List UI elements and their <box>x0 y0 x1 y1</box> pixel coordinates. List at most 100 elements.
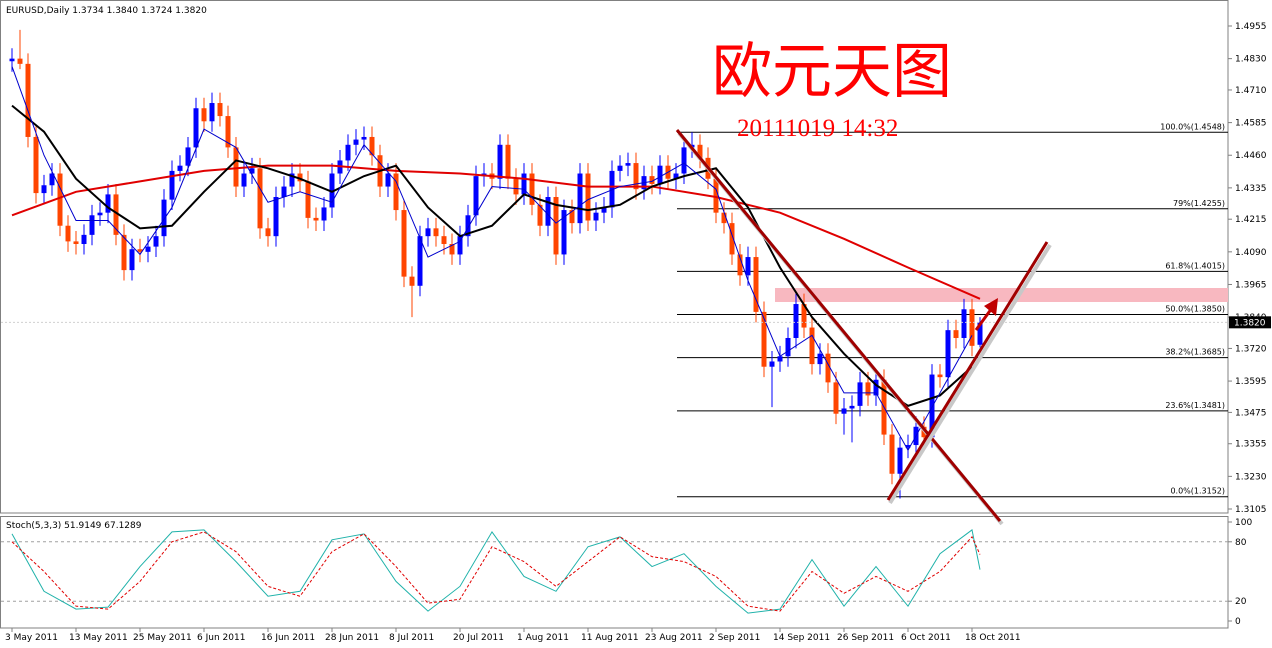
candle-body <box>353 139 359 145</box>
candle-body <box>801 304 807 328</box>
candle-body <box>697 144 703 158</box>
trend-line-shadow <box>888 243 1052 505</box>
y-tick-label: 80 <box>1235 538 1247 548</box>
candle-body <box>873 379 879 396</box>
x-tick-label: 20 Jul 2011 <box>453 633 504 643</box>
candle-body <box>113 194 119 235</box>
line <box>11 164 981 300</box>
chart-subtitle: 20111019 14:32 <box>737 115 898 142</box>
candle-body <box>561 210 567 255</box>
fib-label: 50.0%(1.3850) <box>1165 304 1225 313</box>
candle-body <box>425 228 431 237</box>
candle-body <box>321 207 327 221</box>
candle-body <box>25 63 31 137</box>
candle-body <box>97 212 103 216</box>
x-tick-label: 25 May 2011 <box>133 633 192 643</box>
x-tick-label: 1 Aug 2011 <box>517 633 569 643</box>
candle-body <box>273 197 279 237</box>
x-tick-label: 6 Oct 2011 <box>901 633 951 643</box>
candle-body <box>929 374 935 438</box>
x-tick-label: 26 Sep 2011 <box>837 633 894 643</box>
candle-body <box>385 173 391 187</box>
candle-body <box>585 173 591 221</box>
candle-body <box>305 181 311 218</box>
x-tick-label: 13 May 2011 <box>69 633 128 643</box>
candle-body <box>897 447 903 474</box>
y-tick-label: 1.3230 <box>1235 472 1267 482</box>
candle-body <box>225 116 231 148</box>
chart-title: 欧元天图 <box>712 37 952 107</box>
candle-body <box>65 225 71 242</box>
candle-body <box>625 163 631 166</box>
candle-body <box>721 212 727 224</box>
candle-body <box>169 170 175 200</box>
candle-body <box>857 382 863 406</box>
x-tick-label: 18 Oct 2011 <box>965 633 1021 643</box>
candle-body <box>177 165 183 171</box>
x-tick-label: 23 Aug 2011 <box>645 633 703 643</box>
y-tick-label: 1.4585 <box>1235 119 1267 129</box>
candle-body <box>961 309 967 338</box>
candle-body <box>737 254 743 276</box>
y-tick-label: 1.3720 <box>1235 344 1267 354</box>
y-tick-label: 1.3355 <box>1235 440 1267 450</box>
candle-body <box>369 136 375 156</box>
candle-body <box>49 173 55 186</box>
candle-body <box>753 257 759 312</box>
candle-body <box>497 144 503 179</box>
candle-body <box>769 361 775 367</box>
y-tick-label: 1.3965 <box>1235 280 1267 290</box>
candle-body <box>817 353 823 365</box>
candle-body <box>289 173 295 187</box>
candle-body <box>393 173 399 211</box>
candle-body <box>313 217 319 221</box>
candle-body <box>233 147 239 187</box>
candle-body <box>441 236 447 245</box>
candle-body <box>201 108 207 122</box>
candle-body <box>649 176 655 184</box>
fib-label: 38.2%(1.3685) <box>1165 348 1225 357</box>
x-tick-label: 14 Sep 2011 <box>773 633 830 643</box>
x-tick-label: 3 May 2011 <box>5 633 58 643</box>
candle-body <box>777 356 783 362</box>
candle-body <box>841 408 847 414</box>
candle-body <box>417 236 423 286</box>
y-tick-label: 20 <box>1235 597 1247 607</box>
y-tick-label: 1.4955 <box>1235 22 1267 32</box>
y-tick-label: 1.3595 <box>1235 377 1267 387</box>
downtrend-line <box>675 129 1002 522</box>
candle-body <box>593 212 599 221</box>
candle-body <box>105 194 111 213</box>
candle-body <box>401 210 407 277</box>
candle-body <box>505 144 511 179</box>
candle-body <box>329 173 335 208</box>
chart-header: EURUSD,Daily 1.3734 1.3840 1.3724 1.3820 <box>6 6 207 16</box>
candle-body <box>793 304 799 338</box>
candle-body <box>521 173 527 195</box>
candle-body <box>241 173 247 187</box>
candle-body <box>601 207 607 213</box>
candle-body <box>9 58 15 62</box>
candle-body <box>465 215 471 237</box>
candle-body <box>545 197 551 226</box>
candle-body <box>713 178 719 213</box>
candle-body <box>729 223 735 255</box>
uptrend-line <box>886 241 1049 501</box>
x-tick-label: 6 Jun 2011 <box>197 633 245 643</box>
candle-body <box>609 170 615 208</box>
fib-label: 100.0%(1.4548) <box>1160 122 1225 131</box>
candle-body <box>889 434 895 474</box>
candle-body <box>473 176 479 216</box>
candle-body <box>633 163 639 190</box>
candle-body <box>577 173 583 224</box>
candle-body <box>617 165 623 171</box>
fib-label: 61.8%(1.4015) <box>1165 261 1225 270</box>
candle-body <box>849 405 855 409</box>
y-tick-label: 1.3475 <box>1235 408 1267 418</box>
y-tick-label: 1.4215 <box>1235 215 1267 225</box>
candle-body <box>409 276 415 286</box>
candle-body <box>785 337 791 357</box>
candle-body <box>361 136 367 140</box>
y-tick-label: 100 <box>1235 518 1252 528</box>
